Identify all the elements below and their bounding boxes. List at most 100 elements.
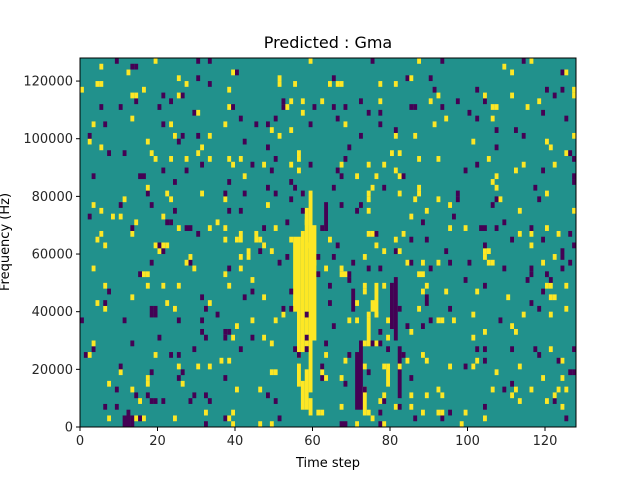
- heatmap-cell: [316, 409, 321, 416]
- heatmap-cell: [184, 167, 189, 174]
- heatmap-cell: [390, 282, 394, 329]
- heatmap-cell: [548, 277, 553, 283]
- heatmap-cell: [378, 98, 383, 105]
- heatmap-cell: [188, 254, 193, 260]
- heatmap-cell: [483, 92, 487, 99]
- heatmap-cell: [204, 305, 208, 312]
- heatmap-cell: [320, 409, 325, 416]
- heatmap-cell: [483, 415, 487, 422]
- heatmap-cell: [483, 98, 487, 105]
- heatmap-cell: [339, 421, 344, 427]
- heatmap-cell: [300, 98, 305, 105]
- heatmap-cell: [409, 328, 414, 335]
- heatmap-cell: [494, 127, 499, 133]
- heatmap-cell: [285, 219, 290, 226]
- heatmap-cell: [250, 334, 255, 341]
- heatmap-cell: [397, 305, 402, 312]
- heatmap-cell: [180, 380, 185, 387]
- heatmap-cell: [366, 207, 371, 214]
- heatmap-cell: [432, 86, 437, 93]
- heatmap-cell: [397, 363, 402, 370]
- heatmap-cell: [378, 398, 383, 404]
- heatmap-cell: [382, 184, 387, 191]
- heatmap-cell: [207, 398, 212, 404]
- y-tick-label: 40000: [32, 305, 73, 320]
- heatmap-cell: [548, 311, 553, 318]
- heatmap-cell: [413, 196, 418, 203]
- heatmap-cell: [184, 81, 189, 87]
- heatmap-cell: [196, 109, 201, 116]
- heatmap-cell: [293, 184, 298, 191]
- heatmap-cell: [161, 248, 166, 255]
- heatmap-cell: [300, 109, 305, 116]
- heatmap-cell: [506, 294, 511, 301]
- heatmap-cell: [483, 328, 487, 335]
- heatmap-cell: [328, 300, 332, 306]
- heatmap-cell: [196, 363, 201, 370]
- heatmap-cell: [374, 311, 379, 318]
- heatmap-cell: [362, 288, 367, 295]
- heatmap-cell: [277, 415, 282, 422]
- heatmap-cell: [293, 346, 298, 353]
- heatmap-cell: [200, 294, 205, 301]
- heatmap-cell: [223, 415, 228, 422]
- heatmap-cell: [320, 369, 325, 376]
- heatmap-cell: [339, 173, 344, 180]
- heatmap-cell: [281, 104, 286, 110]
- heatmap-cell: [285, 254, 290, 260]
- heatmap-cell: [103, 300, 108, 306]
- heatmap-cell: [537, 196, 542, 203]
- heatmap-cell: [529, 225, 534, 231]
- heatmap-cell: [328, 81, 332, 87]
- heatmap-cell: [463, 225, 468, 231]
- heatmap-cell: [397, 150, 402, 157]
- heatmap-cell: [490, 259, 495, 266]
- heatmap-cell: [126, 69, 131, 76]
- heatmap-cell: [548, 294, 553, 301]
- heatmap-cell: [421, 271, 425, 278]
- heatmap-cell: [378, 421, 383, 427]
- heatmap-cell: [355, 421, 360, 427]
- heatmap-cell: [138, 271, 143, 278]
- heatmap-cell: [560, 86, 565, 93]
- heatmap-cell: [428, 98, 433, 105]
- heatmap-cell: [289, 288, 294, 295]
- heatmap-cell: [545, 138, 549, 145]
- heatmap-cell: [308, 58, 313, 64]
- heatmap-cell: [207, 156, 212, 162]
- heatmap-cell: [184, 225, 189, 231]
- heatmap-cell: [541, 236, 546, 243]
- x-tick-label: 0: [76, 434, 84, 449]
- heatmap-cell: [486, 248, 491, 255]
- heatmap-cell: [362, 386, 367, 416]
- heatmap-cell: [122, 415, 127, 427]
- heatmap-cell: [413, 104, 418, 110]
- heatmap-cell: [548, 144, 553, 151]
- heatmap-cell: [347, 317, 352, 324]
- heatmap-cell: [560, 254, 565, 260]
- heatmap-cell: [436, 92, 441, 99]
- y-tick-label: 80000: [32, 190, 73, 205]
- heatmap-cell: [130, 63, 135, 70]
- heatmap-cell: [510, 92, 515, 99]
- heatmap-cell: [541, 259, 546, 266]
- heatmap-cell: [382, 282, 387, 289]
- heatmap-cell: [227, 104, 232, 110]
- heatmap-cell: [409, 213, 414, 220]
- heatmap-cell: [483, 346, 487, 353]
- heatmap-cell: [231, 161, 236, 168]
- heatmap-cell: [161, 213, 166, 220]
- heatmap-cell: [188, 398, 193, 404]
- heatmap-cell: [366, 265, 371, 272]
- heatmap-cell: [169, 98, 174, 105]
- heatmap-cell: [510, 236, 515, 243]
- heatmap-cell: [95, 300, 100, 306]
- x-axis: 0 20 40 60 80 100 120: [76, 427, 557, 449]
- heatmap-cell: [238, 254, 243, 260]
- heatmap-cell: [300, 380, 305, 410]
- heatmap-cell: [397, 403, 402, 410]
- heatmap-cell: [176, 282, 181, 289]
- heatmap-cell: [378, 121, 383, 128]
- heatmap-cell: [483, 242, 487, 249]
- heatmap-cell: [145, 392, 150, 399]
